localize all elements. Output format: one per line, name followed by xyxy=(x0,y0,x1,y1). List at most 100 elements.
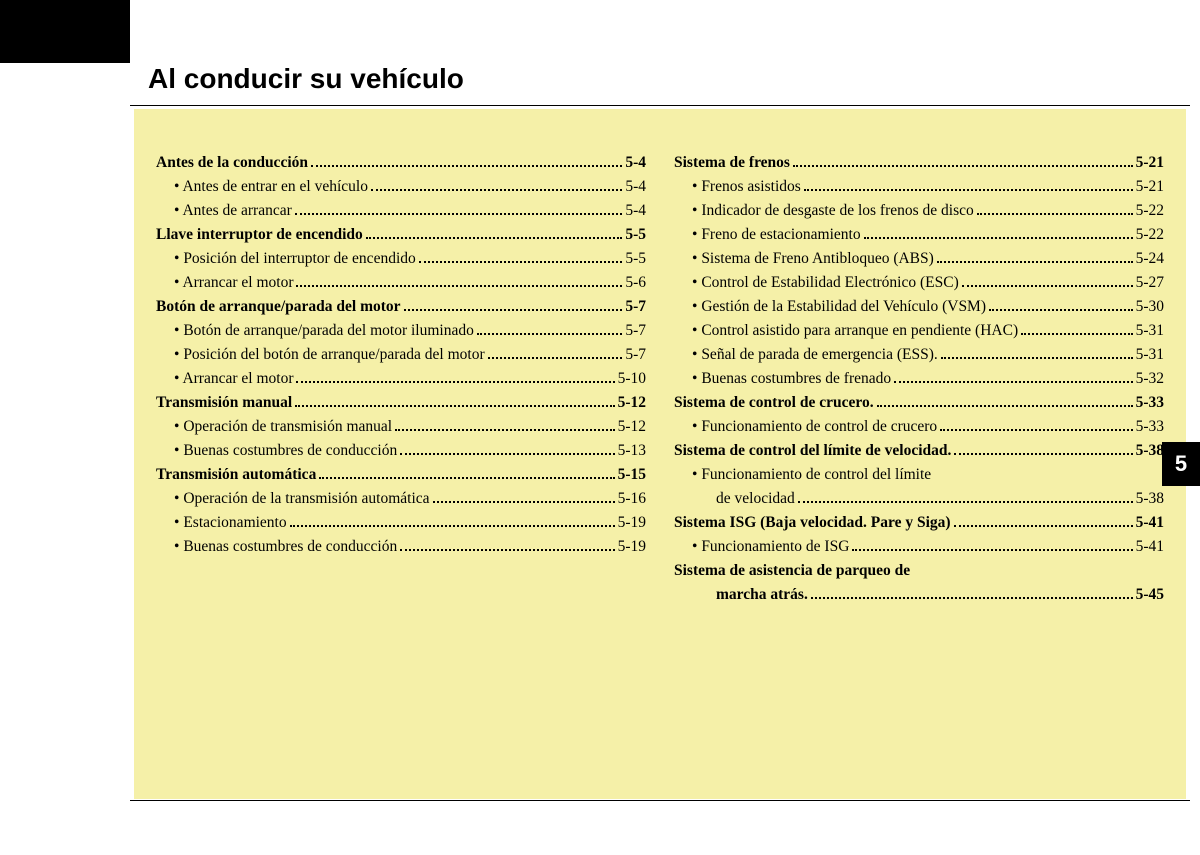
toc-page: 5-16 xyxy=(618,487,646,511)
toc-dots xyxy=(488,351,623,360)
toc-dots xyxy=(811,591,1133,600)
toc-sub-entry: Funcionamiento de ISG 5-41 xyxy=(674,535,1164,559)
toc-page: 5-21 xyxy=(1136,175,1164,199)
toc-label: Funcionamiento de control del límite xyxy=(692,463,931,487)
toc-label: Sistema de control de crucero. xyxy=(674,391,874,415)
toc-label: Operación de la transmisión automática xyxy=(174,487,430,511)
toc-page: 5-21 xyxy=(1136,151,1164,175)
toc-main-entry: Sistema de control de crucero. 5-33 xyxy=(674,391,1164,415)
toc-label: Buenas costumbres de conducción xyxy=(174,535,397,559)
toc-label: Control asistido para arranque en pendie… xyxy=(692,319,1018,343)
toc-dots xyxy=(295,399,614,408)
toc-main-entry: Llave interruptor de encendido 5-5 xyxy=(156,223,646,247)
toc-page: 5-38 xyxy=(1136,487,1164,511)
toc-label: Posición del interruptor de encendido xyxy=(174,247,416,271)
toc-sub-entry: Buenas costumbres de frenado5-32 xyxy=(674,367,1164,391)
page-title: Al conducir su vehículo xyxy=(148,63,464,95)
toc-sub-entry: Operación de transmisión manual5-12 xyxy=(156,415,646,439)
toc-page: 5-4 xyxy=(625,175,646,199)
rule-top xyxy=(130,105,1190,106)
toc-page: 5-4 xyxy=(625,151,646,175)
toc-label: Antes de la conducción xyxy=(156,151,308,175)
toc-label: Sistema de frenos xyxy=(674,151,790,175)
toc-column-left: Antes de la conducción 5-4Antes de entrar… xyxy=(156,151,646,779)
toc-dots xyxy=(940,423,1132,432)
chapter-tab: 5 xyxy=(1162,442,1200,486)
toc-sub-entry: Posición del interruptor de encendido5-5 xyxy=(156,247,646,271)
toc-dots xyxy=(400,447,614,456)
toc-page: 5-5 xyxy=(625,223,646,247)
toc-continuation: marcha atrás.5-45 xyxy=(674,583,1164,607)
toc-dots xyxy=(319,471,614,480)
toc-page: 5-7 xyxy=(625,295,646,319)
toc-sub-entry: Arrancar el motor5-6 xyxy=(156,271,646,295)
toc-sub-entry: Frenos asistidos5-21 xyxy=(674,175,1164,199)
chapter-number: 5 xyxy=(1175,451,1187,477)
toc-page: 5-27 xyxy=(1136,271,1164,295)
toc-sub-entry: Operación de la transmisión automática 5-… xyxy=(156,487,646,511)
toc-label: Arrancar el motor xyxy=(174,271,293,295)
toc-label: Transmisión automática xyxy=(156,463,316,487)
toc-sub-entry: Gestión de la Estabilidad del Vehículo (… xyxy=(674,295,1164,319)
toc-dots xyxy=(433,495,615,504)
toc-dots xyxy=(477,327,622,336)
toc-label: de velocidad xyxy=(716,487,795,511)
toc-dots xyxy=(793,158,1133,167)
toc-dots xyxy=(798,495,1133,504)
toc-main-entry: Botón de arranque/parada del motor5-7 xyxy=(156,295,646,319)
toc-main-entry: Sistema de asistencia de parqueo de xyxy=(674,559,1164,583)
toc-label: Sistema de Freno Antibloqueo (ABS) xyxy=(692,247,934,271)
toc-page: 5-10 xyxy=(618,367,646,391)
toc-sub-entry: Funcionamiento de control del límite xyxy=(674,463,1164,487)
toc-dots xyxy=(954,519,1133,528)
toc-sub-entry: Sistema de Freno Antibloqueo (ABS)5-24 xyxy=(674,247,1164,271)
toc-dots xyxy=(371,183,622,192)
toc-dots xyxy=(977,207,1133,216)
toc-page: 5-31 xyxy=(1136,343,1164,367)
toc-main-entry: Transmisión manual 5-12 xyxy=(156,391,646,415)
toc-page: 5-22 xyxy=(1136,223,1164,247)
toc-page: 5-4 xyxy=(625,199,646,223)
toc-dots xyxy=(894,375,1132,384)
toc-label: Funcionamiento de ISG xyxy=(692,535,849,559)
toc-page: 5-45 xyxy=(1136,583,1164,607)
toc-page: 5-7 xyxy=(625,319,646,343)
toc-label: Gestión de la Estabilidad del Vehículo (… xyxy=(692,295,986,319)
toc-sub-entry: Buenas costumbres de conducción5-19 xyxy=(156,535,646,559)
toc-dots xyxy=(404,303,623,312)
toc-sub-entry: Señal de parada de emergencia (ESS). 5-31 xyxy=(674,343,1164,367)
toc-main-entry: Sistema de control del límite de velocid… xyxy=(674,439,1164,463)
toc-label: Transmisión manual xyxy=(156,391,292,415)
toc-continuation: de velocidad 5-38 xyxy=(674,487,1164,511)
toc-label: Buenas costumbres de frenado xyxy=(692,367,891,391)
toc-dots xyxy=(989,303,1133,312)
toc-page: 5-12 xyxy=(618,391,646,415)
toc-page: 5-33 xyxy=(1136,415,1164,439)
toc-label: Antes de arrancar xyxy=(174,199,292,223)
toc-main-entry: Sistema de frenos 5-21 xyxy=(674,151,1164,175)
toc-label: Sistema de control del límite de velocid… xyxy=(674,439,951,463)
toc-label: Llave interruptor de encendido xyxy=(156,223,363,247)
toc-sub-entry: Control de Estabilidad Electrónico (ESC)… xyxy=(674,271,1164,295)
toc-dots xyxy=(937,255,1133,264)
toc-sub-entry: Freno de estacionamiento5-22 xyxy=(674,223,1164,247)
toc-dots xyxy=(941,351,1133,360)
toc-label: Señal de parada de emergencia (ESS). xyxy=(692,343,938,367)
toc-dots xyxy=(962,279,1133,288)
toc-label: Sistema ISG (Baja velocidad. Pare y Siga… xyxy=(674,511,951,535)
toc-dots xyxy=(395,423,615,432)
toc-label: Funcionamiento de control de crucero xyxy=(692,415,937,439)
toc-page: 5-41 xyxy=(1136,535,1164,559)
toc-page: 5-30 xyxy=(1136,295,1164,319)
toc-column-right: Sistema de frenos 5-21Frenos asistidos5-2… xyxy=(674,151,1164,779)
toc-label: Arrancar el motor xyxy=(174,367,293,391)
toc-sub-entry: Botón de arranque/parada del motor ilumi… xyxy=(156,319,646,343)
toc-dots xyxy=(954,447,1132,456)
toc-page: 5-33 xyxy=(1136,391,1164,415)
corner-block xyxy=(0,0,130,63)
toc-label: Indicador de desgaste de los frenos de d… xyxy=(692,199,974,223)
toc-dots xyxy=(400,543,614,552)
toc-sub-entry: Buenas costumbres de conducción5-13 xyxy=(156,439,646,463)
toc-sub-entry: Antes de entrar en el vehículo5-4 xyxy=(156,175,646,199)
toc-dots xyxy=(852,543,1132,552)
